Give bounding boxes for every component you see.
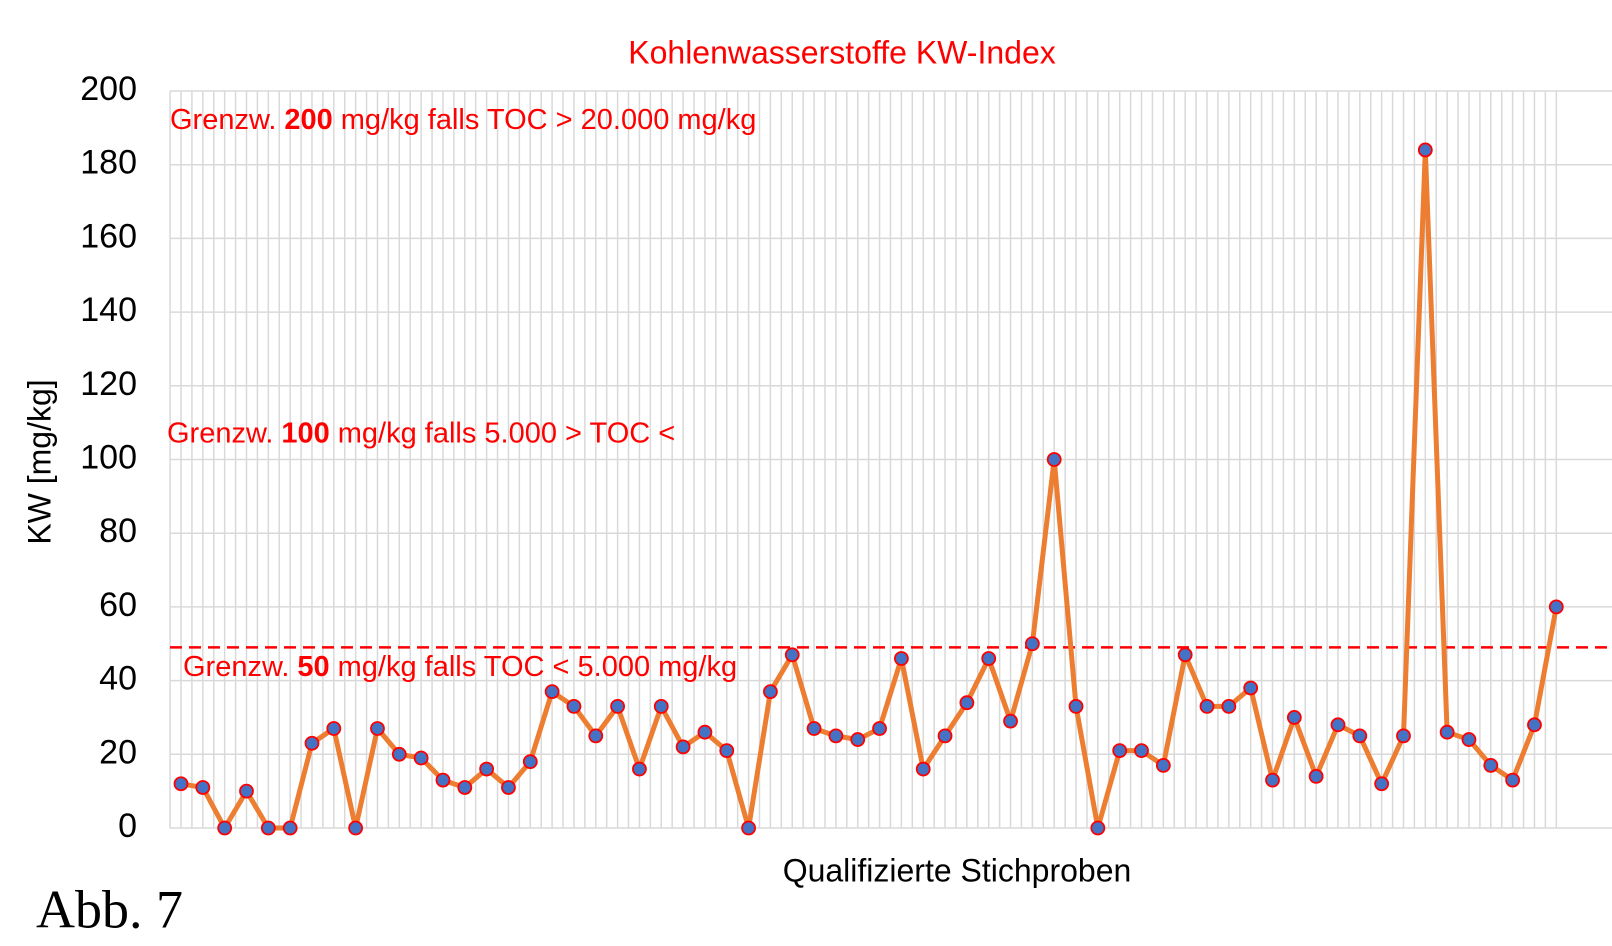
point xyxy=(173,776,189,792)
point xyxy=(806,721,822,736)
point xyxy=(653,698,669,714)
point xyxy=(195,780,211,795)
point xyxy=(1548,599,1564,615)
point xyxy=(915,761,931,777)
point xyxy=(959,695,975,711)
point xyxy=(1003,713,1018,729)
point xyxy=(1483,757,1499,773)
figure-label: Abb. 7 xyxy=(36,879,183,939)
y-tick-label: 0 xyxy=(118,807,137,845)
annotation: Grenzw. 50 mg/kg falls TOC < 5.000 mg/kg xyxy=(183,650,737,682)
point xyxy=(544,684,560,700)
point xyxy=(1134,743,1149,759)
point xyxy=(981,651,997,666)
point xyxy=(588,728,604,744)
point xyxy=(1308,769,1324,784)
y-tick-label: 200 xyxy=(80,70,137,108)
point xyxy=(850,732,866,747)
point xyxy=(391,746,407,762)
point xyxy=(282,820,298,836)
point xyxy=(1330,717,1346,733)
annotation-prefix: Grenzw. xyxy=(170,104,276,136)
point xyxy=(632,761,647,777)
point xyxy=(1352,728,1368,744)
y-tick-label: 100 xyxy=(80,438,137,476)
point xyxy=(872,721,887,736)
annotation-value: 50 xyxy=(297,650,329,682)
point xyxy=(1112,743,1128,759)
point xyxy=(1417,142,1433,158)
point xyxy=(763,684,778,700)
y-tick-label: 60 xyxy=(99,586,137,624)
point xyxy=(697,724,713,740)
point xyxy=(1177,647,1193,663)
point xyxy=(1068,698,1084,714)
point xyxy=(479,761,495,777)
point xyxy=(260,820,276,836)
y-tick-label: 20 xyxy=(99,733,137,771)
annotation-value: 100 xyxy=(281,417,329,449)
y-tick-label: 140 xyxy=(80,291,137,329)
point xyxy=(784,647,800,663)
point xyxy=(1396,728,1411,744)
point xyxy=(1046,452,1062,467)
point xyxy=(1199,698,1215,714)
point xyxy=(457,780,473,795)
x-axis-title: Qualifizierte Stichproben xyxy=(783,852,1132,888)
annotation-prefix: Grenzw. xyxy=(183,650,289,682)
y-tick-label: 40 xyxy=(99,660,137,698)
point xyxy=(1090,820,1106,836)
point xyxy=(348,820,364,836)
point xyxy=(1155,757,1171,773)
point xyxy=(370,721,385,736)
point xyxy=(435,772,451,788)
point xyxy=(1461,732,1477,747)
point xyxy=(217,820,233,836)
point xyxy=(1374,776,1390,792)
point xyxy=(522,754,538,770)
y-tick-label: 120 xyxy=(80,365,137,403)
point xyxy=(1286,710,1302,725)
point xyxy=(610,698,625,714)
point xyxy=(1439,724,1455,740)
point xyxy=(937,728,953,744)
point xyxy=(893,651,909,666)
annotation-suffix: mg/kg falls TOC < 5.000 mg/kg xyxy=(338,650,737,682)
point xyxy=(1024,636,1040,652)
annotation-suffix: mg/kg falls TOC > 20.000 mg/kg xyxy=(341,104,757,136)
point xyxy=(1527,717,1542,733)
y-tick-label: 80 xyxy=(99,512,137,550)
point xyxy=(1265,772,1280,788)
chart-title: Kohlenwasserstoffe KW-Index xyxy=(628,34,1055,70)
point xyxy=(501,780,516,795)
point xyxy=(326,721,342,736)
annotation-value: 200 xyxy=(284,104,332,136)
annotation-prefix: Grenzw. xyxy=(167,417,273,449)
grid xyxy=(169,90,1612,829)
point xyxy=(675,739,691,755)
point xyxy=(828,728,844,744)
point xyxy=(1505,772,1521,788)
point xyxy=(304,735,320,751)
annotation: Grenzw. 200 mg/kg falls TOC > 20.000 mg/kg xyxy=(170,104,756,136)
point xyxy=(413,750,429,766)
point xyxy=(741,820,756,836)
line-series xyxy=(180,147,1559,831)
y-tick-label: 160 xyxy=(80,217,137,255)
point xyxy=(1243,680,1259,696)
point xyxy=(239,783,254,799)
y-tick-label: 180 xyxy=(80,144,137,182)
point xyxy=(566,698,582,714)
annotation-suffix: mg/kg falls 5.000 > TOC < xyxy=(338,417,675,449)
y-axis-title: KW [mg/kg] xyxy=(21,379,57,544)
point xyxy=(719,743,735,759)
point xyxy=(1221,698,1237,714)
annotation: Grenzw. 100 mg/kg falls 5.000 > TOC < xyxy=(167,417,675,449)
